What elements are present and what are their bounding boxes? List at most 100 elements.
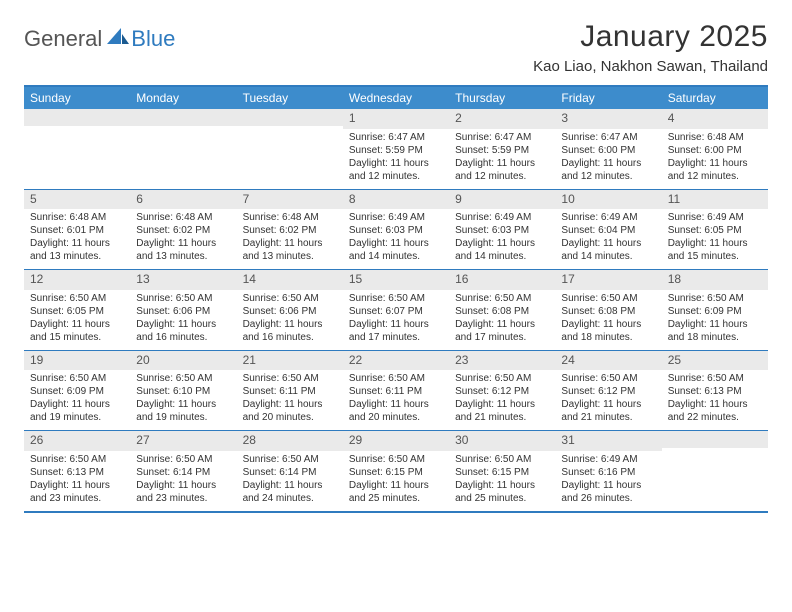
day-details: Sunrise: 6:50 AMSunset: 6:08 PMDaylight:… bbox=[449, 290, 555, 350]
day-number: 23 bbox=[449, 351, 555, 371]
day-number: 28 bbox=[237, 431, 343, 451]
day-number: 12 bbox=[24, 270, 130, 290]
day-number: 20 bbox=[130, 351, 236, 371]
day-number: 7 bbox=[237, 190, 343, 210]
day-details: Sunrise: 6:50 AMSunset: 6:13 PMDaylight:… bbox=[662, 370, 768, 430]
day-details: Sunrise: 6:50 AMSunset: 6:10 PMDaylight:… bbox=[130, 370, 236, 430]
day-number: 9 bbox=[449, 190, 555, 210]
day-cell: 27Sunrise: 6:50 AMSunset: 6:14 PMDayligh… bbox=[130, 431, 236, 511]
day-details: Sunrise: 6:50 AMSunset: 6:05 PMDaylight:… bbox=[24, 290, 130, 350]
weekday-header: Saturday bbox=[662, 87, 768, 109]
day-number: 15 bbox=[343, 270, 449, 290]
day-cell: 16Sunrise: 6:50 AMSunset: 6:08 PMDayligh… bbox=[449, 270, 555, 350]
day-number: 5 bbox=[24, 190, 130, 210]
day-cell: 8Sunrise: 6:49 AMSunset: 6:03 PMDaylight… bbox=[343, 190, 449, 270]
weekday-header-row: SundayMondayTuesdayWednesdayThursdayFrid… bbox=[24, 87, 768, 109]
day-cell: 21Sunrise: 6:50 AMSunset: 6:11 PMDayligh… bbox=[237, 351, 343, 431]
day-number: 18 bbox=[662, 270, 768, 290]
day-cell: 20Sunrise: 6:50 AMSunset: 6:10 PMDayligh… bbox=[130, 351, 236, 431]
day-number bbox=[662, 431, 768, 448]
weekday-header: Friday bbox=[555, 87, 661, 109]
day-cell: 4Sunrise: 6:48 AMSunset: 6:00 PMDaylight… bbox=[662, 109, 768, 189]
day-number: 19 bbox=[24, 351, 130, 371]
day-number: 25 bbox=[662, 351, 768, 371]
day-number: 22 bbox=[343, 351, 449, 371]
week-row: 26Sunrise: 6:50 AMSunset: 6:13 PMDayligh… bbox=[24, 430, 768, 511]
day-details: Sunrise: 6:50 AMSunset: 6:12 PMDaylight:… bbox=[555, 370, 661, 430]
day-number: 26 bbox=[24, 431, 130, 451]
weekday-header: Tuesday bbox=[237, 87, 343, 109]
day-cell: 13Sunrise: 6:50 AMSunset: 6:06 PMDayligh… bbox=[130, 270, 236, 350]
day-cell: 31Sunrise: 6:49 AMSunset: 6:16 PMDayligh… bbox=[555, 431, 661, 511]
day-number: 14 bbox=[237, 270, 343, 290]
day-number: 11 bbox=[662, 190, 768, 210]
day-details: Sunrise: 6:47 AMSunset: 5:59 PMDaylight:… bbox=[449, 129, 555, 189]
day-number bbox=[237, 109, 343, 126]
day-cell: 9Sunrise: 6:49 AMSunset: 6:03 PMDaylight… bbox=[449, 190, 555, 270]
day-cell: 28Sunrise: 6:50 AMSunset: 6:14 PMDayligh… bbox=[237, 431, 343, 511]
day-number: 31 bbox=[555, 431, 661, 451]
day-details: Sunrise: 6:47 AMSunset: 5:59 PMDaylight:… bbox=[343, 129, 449, 189]
day-number: 16 bbox=[449, 270, 555, 290]
day-details: Sunrise: 6:50 AMSunset: 6:09 PMDaylight:… bbox=[24, 370, 130, 430]
day-cell: 23Sunrise: 6:50 AMSunset: 6:12 PMDayligh… bbox=[449, 351, 555, 431]
brand-logo: General Blue bbox=[24, 20, 175, 52]
day-details: Sunrise: 6:50 AMSunset: 6:14 PMDaylight:… bbox=[237, 451, 343, 511]
day-number: 2 bbox=[449, 109, 555, 129]
day-number: 30 bbox=[449, 431, 555, 451]
weeks-container: 1Sunrise: 6:47 AMSunset: 5:59 PMDaylight… bbox=[24, 109, 768, 511]
page-header: General Blue January 2025 Kao Liao, Nakh… bbox=[24, 20, 768, 75]
day-number: 13 bbox=[130, 270, 236, 290]
day-cell: 15Sunrise: 6:50 AMSunset: 6:07 PMDayligh… bbox=[343, 270, 449, 350]
day-number: 8 bbox=[343, 190, 449, 210]
weekday-header: Sunday bbox=[24, 87, 130, 109]
brand-part1: General bbox=[24, 26, 102, 52]
day-cell: 11Sunrise: 6:49 AMSunset: 6:05 PMDayligh… bbox=[662, 190, 768, 270]
day-details: Sunrise: 6:49 AMSunset: 6:04 PMDaylight:… bbox=[555, 209, 661, 269]
day-number: 1 bbox=[343, 109, 449, 129]
day-details: Sunrise: 6:48 AMSunset: 6:00 PMDaylight:… bbox=[662, 129, 768, 189]
day-details: Sunrise: 6:48 AMSunset: 6:02 PMDaylight:… bbox=[237, 209, 343, 269]
day-number: 21 bbox=[237, 351, 343, 371]
day-details: Sunrise: 6:50 AMSunset: 6:11 PMDaylight:… bbox=[237, 370, 343, 430]
day-details: Sunrise: 6:49 AMSunset: 6:03 PMDaylight:… bbox=[449, 209, 555, 269]
day-details: Sunrise: 6:50 AMSunset: 6:15 PMDaylight:… bbox=[343, 451, 449, 511]
weekday-header: Wednesday bbox=[343, 87, 449, 109]
day-number: 27 bbox=[130, 431, 236, 451]
day-number: 10 bbox=[555, 190, 661, 210]
month-title: January 2025 bbox=[533, 20, 768, 54]
day-cell: 22Sunrise: 6:50 AMSunset: 6:11 PMDayligh… bbox=[343, 351, 449, 431]
calendar-page: General Blue January 2025 Kao Liao, Nakh… bbox=[0, 0, 792, 533]
brand-part2: Blue bbox=[131, 26, 175, 52]
calendar-grid: SundayMondayTuesdayWednesdayThursdayFrid… bbox=[24, 85, 768, 513]
day-cell: 14Sunrise: 6:50 AMSunset: 6:06 PMDayligh… bbox=[237, 270, 343, 350]
day-details: Sunrise: 6:50 AMSunset: 6:15 PMDaylight:… bbox=[449, 451, 555, 511]
day-cell: 6Sunrise: 6:48 AMSunset: 6:02 PMDaylight… bbox=[130, 190, 236, 270]
day-details: Sunrise: 6:50 AMSunset: 6:08 PMDaylight:… bbox=[555, 290, 661, 350]
day-number bbox=[24, 109, 130, 126]
day-number: 6 bbox=[130, 190, 236, 210]
day-cell: 26Sunrise: 6:50 AMSunset: 6:13 PMDayligh… bbox=[24, 431, 130, 511]
day-number: 4 bbox=[662, 109, 768, 129]
day-cell: 10Sunrise: 6:49 AMSunset: 6:04 PMDayligh… bbox=[555, 190, 661, 270]
day-cell: 17Sunrise: 6:50 AMSunset: 6:08 PMDayligh… bbox=[555, 270, 661, 350]
day-cell: 1Sunrise: 6:47 AMSunset: 5:59 PMDaylight… bbox=[343, 109, 449, 189]
day-details: Sunrise: 6:50 AMSunset: 6:14 PMDaylight:… bbox=[130, 451, 236, 511]
day-number: 24 bbox=[555, 351, 661, 371]
day-details: Sunrise: 6:50 AMSunset: 6:06 PMDaylight:… bbox=[237, 290, 343, 350]
day-cell: 3Sunrise: 6:47 AMSunset: 6:00 PMDaylight… bbox=[555, 109, 661, 189]
weekday-header: Thursday bbox=[449, 87, 555, 109]
day-cell bbox=[130, 109, 236, 189]
day-cell bbox=[24, 109, 130, 189]
day-cell bbox=[237, 109, 343, 189]
day-cell: 5Sunrise: 6:48 AMSunset: 6:01 PMDaylight… bbox=[24, 190, 130, 270]
day-number: 17 bbox=[555, 270, 661, 290]
location-text: Kao Liao, Nakhon Sawan, Thailand bbox=[533, 58, 768, 75]
day-cell: 12Sunrise: 6:50 AMSunset: 6:05 PMDayligh… bbox=[24, 270, 130, 350]
day-details: Sunrise: 6:49 AMSunset: 6:16 PMDaylight:… bbox=[555, 451, 661, 511]
day-cell bbox=[662, 431, 768, 511]
day-cell: 7Sunrise: 6:48 AMSunset: 6:02 PMDaylight… bbox=[237, 190, 343, 270]
week-row: 5Sunrise: 6:48 AMSunset: 6:01 PMDaylight… bbox=[24, 189, 768, 270]
brand-sail-icon bbox=[107, 28, 129, 51]
day-details: Sunrise: 6:50 AMSunset: 6:06 PMDaylight:… bbox=[130, 290, 236, 350]
